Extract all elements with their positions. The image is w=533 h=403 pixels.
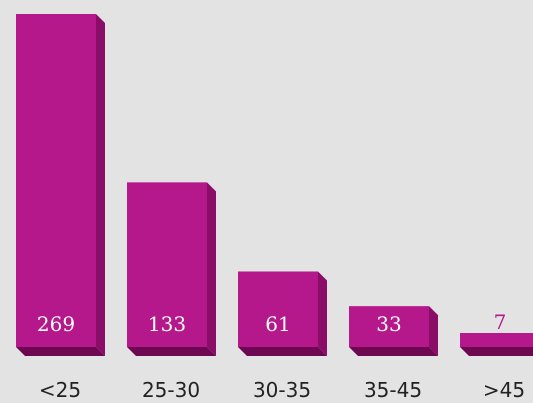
- bar-bottom-gt-45: [460, 347, 533, 356]
- category-labels-layer: <25 25-30 30-35 35-45 >45: [39, 378, 525, 402]
- value-label-25-30: 133: [148, 312, 186, 336]
- value-label-gt-45: 7: [494, 310, 507, 334]
- bar-side-25-30: [207, 182, 216, 356]
- bar-side-30-35: [318, 271, 327, 356]
- category-label-25-30: 25-30: [142, 378, 200, 402]
- bar-front-25-30: [127, 182, 207, 347]
- category-label-gt-45: >45: [483, 378, 525, 402]
- bar-front-gt-45: [460, 333, 533, 347]
- bar-side-35-45: [429, 306, 438, 356]
- bar-30-35: [238, 271, 327, 356]
- bar-lt-25: [16, 14, 105, 356]
- bar-bottom-35-45: [349, 347, 438, 356]
- category-label-lt-25: <25: [39, 378, 81, 402]
- bar-bottom-30-35: [238, 347, 327, 356]
- value-labels-layer: 269 133 61 33 7: [37, 310, 506, 336]
- bar-front-35-45: [349, 306, 429, 347]
- bars-layer: [16, 14, 533, 356]
- value-label-lt-25: 269: [37, 312, 75, 336]
- bar-gt-45: [460, 333, 533, 356]
- bar-side-lt-25: [96, 14, 105, 356]
- value-label-30-35: 61: [265, 312, 290, 336]
- bar-35-45: [349, 306, 438, 356]
- bar-25-30: [127, 182, 216, 356]
- bar-front-lt-25: [16, 14, 96, 347]
- bar-bottom-lt-25: [16, 347, 105, 356]
- category-label-30-35: 30-35: [253, 378, 311, 402]
- bar-bottom-25-30: [127, 347, 216, 356]
- category-label-35-45: 35-45: [364, 378, 422, 402]
- value-label-35-45: 33: [376, 312, 401, 336]
- bar-front-30-35: [238, 271, 318, 347]
